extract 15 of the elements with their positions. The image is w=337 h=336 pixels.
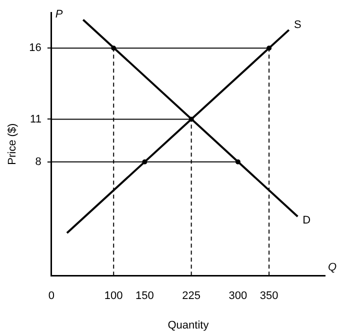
- y-tick-label: 8: [35, 156, 42, 168]
- series-label: S: [294, 18, 302, 31]
- x-axis-title: Quantity: [168, 319, 210, 332]
- y-tick-label: 11: [30, 113, 42, 126]
- y-axis-title: Price ($): [6, 123, 19, 165]
- series-label: D: [302, 214, 311, 226]
- x-tick-label: 225: [182, 290, 201, 302]
- y-tick-label: 16: [29, 42, 42, 54]
- x-tick-label: 150: [136, 290, 154, 302]
- x-tick-label: 350: [260, 290, 278, 302]
- annotation: P: [55, 8, 64, 21]
- x-tick-label: 0: [48, 290, 54, 302]
- x-tick-label: 300: [228, 290, 248, 302]
- text: Q: [328, 262, 337, 274]
- x-tick-label: 100: [104, 290, 123, 302]
